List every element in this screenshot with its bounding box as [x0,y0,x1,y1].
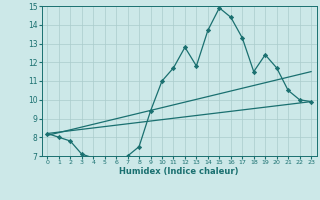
X-axis label: Humidex (Indice chaleur): Humidex (Indice chaleur) [119,167,239,176]
